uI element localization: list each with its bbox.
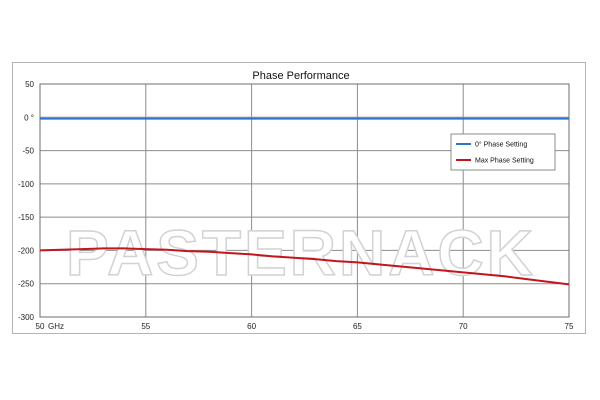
x-tick-label: 50 — [36, 322, 45, 331]
plot-area-border — [39, 83, 570, 318]
x-tick-label: 70 — [459, 322, 468, 331]
y-tick-label: -50 — [22, 147, 34, 156]
phase-performance-chart: PASTERNACK 500 °-50-100-150-200-250-3005… — [18, 70, 574, 331]
x-tick-label: 55 — [141, 322, 150, 331]
legend-label: Max Phase Setting — [475, 158, 534, 165]
series-line-max-phase — [39, 247, 570, 286]
y-tick-label: -150 — [18, 213, 35, 222]
legend-box — [450, 133, 556, 171]
x-tick-label: 75 — [565, 322, 574, 331]
watermark: PASTERNACK — [66, 217, 536, 289]
chart-frame: PASTERNACK 50 0 ° -50 -100 -150 -200 -250 -300 5… — [12, 62, 586, 334]
x-tick-label: 60 — [247, 322, 256, 331]
y-tick-label: -300 — [18, 313, 35, 322]
legend-label: 0° Phase Setting — [475, 141, 527, 149]
y-tick-label: 0 ° — [24, 113, 34, 122]
chart-title: Phase Performance — [252, 70, 349, 82]
y-tick-label: 50 — [25, 80, 34, 89]
y-tick-label: -100 — [18, 180, 35, 189]
x-unit-label: GHz — [48, 322, 64, 331]
y-tick-label: -250 — [18, 280, 35, 289]
y-tick-label: -200 — [18, 246, 35, 255]
x-tick-label: 65 — [353, 322, 362, 331]
